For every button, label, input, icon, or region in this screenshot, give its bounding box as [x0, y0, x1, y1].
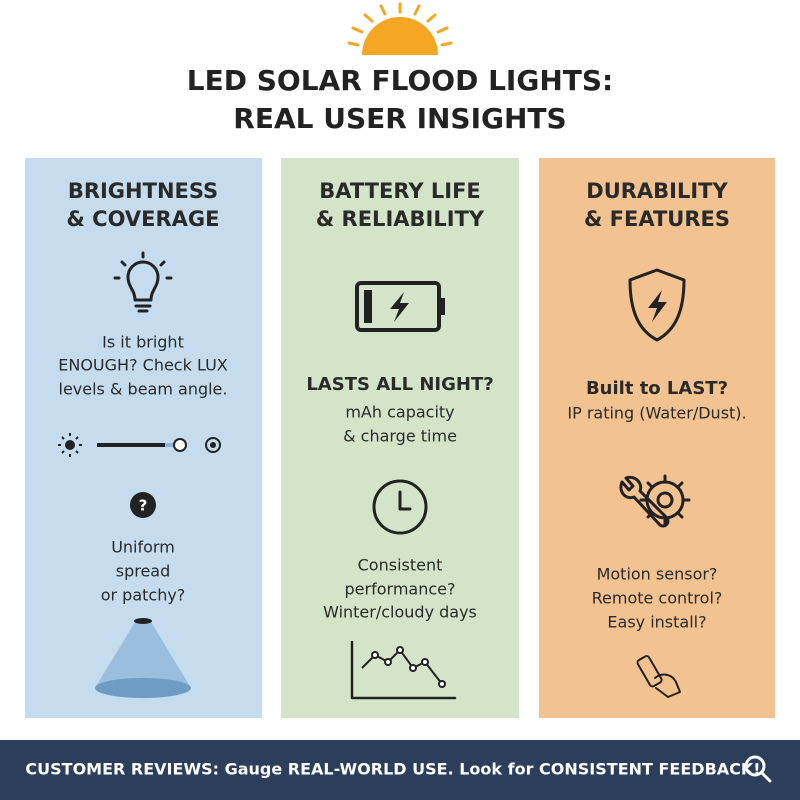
column-panel — [539, 158, 775, 718]
body-text: Uniform — [111, 538, 175, 557]
sun-icon — [347, 2, 453, 55]
body-text: Remote control? — [592, 589, 723, 608]
column-panel — [281, 158, 519, 718]
tools-icon — [619, 474, 691, 528]
bold-text: LASTS ALL NIGHT? — [306, 374, 493, 395]
slider-icon — [58, 433, 221, 457]
footer-text: CUSTOMER REVIEWS: Gauge REAL-WORLD USE. … — [25, 760, 760, 779]
title: LED SOLAR FLOOD LIGHTS: — [187, 64, 613, 97]
question-icon — [130, 492, 156, 518]
body-text: performance? — [345, 580, 456, 599]
remote-icon — [636, 655, 681, 698]
column-heading: & RELIABILITY — [316, 207, 485, 231]
shield-icon — [628, 268, 686, 342]
body-text: levels & beam angle. — [59, 380, 228, 399]
body-text: Is it bright — [102, 333, 184, 352]
title: REAL USER INSIGHTS — [233, 102, 566, 135]
column-heading: BATTERY LIFE — [319, 179, 481, 203]
body-text: IP rating (Water/Dust). — [567, 404, 746, 423]
light-cone-icon — [95, 618, 191, 698]
column-heading: DURABILITY — [586, 179, 728, 203]
chart-icon — [350, 640, 457, 700]
clock-icon — [372, 479, 428, 535]
search-icon — [744, 755, 772, 783]
body-text: Motion sensor? — [597, 565, 718, 584]
body-text: spread — [116, 562, 171, 581]
battery-icon — [355, 281, 445, 332]
body-text: Easy install? — [607, 613, 706, 632]
footer-bar — [0, 740, 800, 800]
body-text: Winter/cloudy days — [323, 603, 477, 622]
body-text: mAh capacity — [345, 403, 454, 422]
body-text: ENOUGH? Check LUX — [58, 356, 228, 375]
column-heading: & COVERAGE — [67, 207, 220, 231]
question-mark: ? — [139, 497, 148, 515]
body-text: & charge time — [343, 427, 457, 446]
body-text: Consistent — [358, 556, 443, 575]
bold-text: Built to LAST? — [586, 378, 728, 399]
column-heading: BRIGHTNESS — [68, 179, 218, 203]
bulb-icon — [113, 251, 173, 313]
body-text: or patchy? — [101, 586, 186, 605]
column-heading: & FEATURES — [584, 207, 730, 231]
